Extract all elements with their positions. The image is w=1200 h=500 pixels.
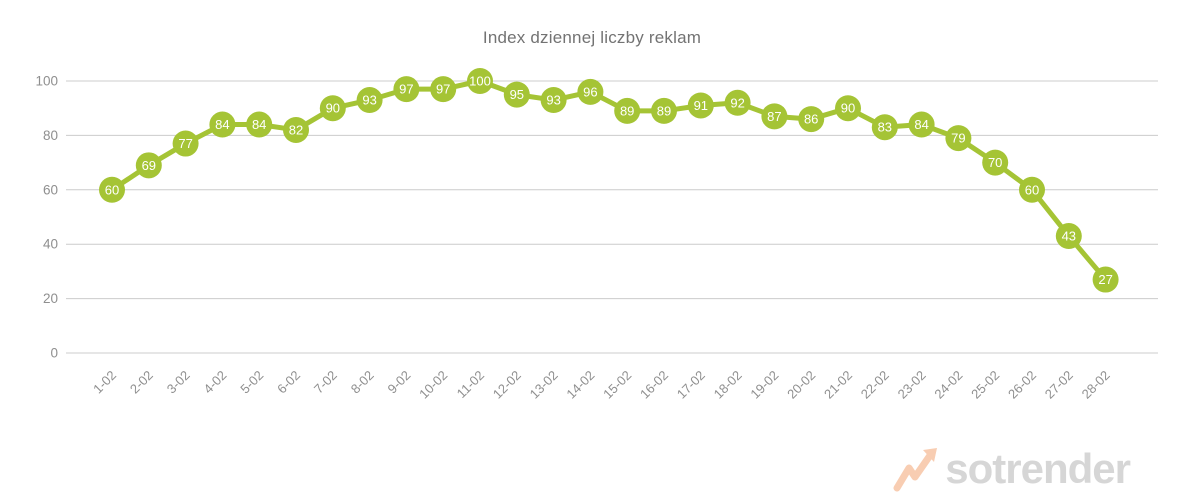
data-point-label: 89 <box>620 103 634 118</box>
data-point-label: 60 <box>105 182 119 197</box>
data-point[interactable] <box>99 176 125 203</box>
data-point-label: 84 <box>215 117 229 132</box>
data-point-label: 89 <box>657 103 671 118</box>
y-tick-label: 40 <box>43 237 58 252</box>
data-point-label: 77 <box>178 136 192 151</box>
x-tick-label: 8-02 <box>348 368 377 397</box>
data-point[interactable] <box>1019 176 1045 203</box>
chart-title: Index dziennej liczby reklam <box>482 28 702 47</box>
data-point-label: 93 <box>546 93 560 108</box>
data-point[interactable] <box>319 95 346 122</box>
data-point[interactable] <box>577 78 604 105</box>
x-tick-label: 4-02 <box>201 368 230 397</box>
data-point[interactable] <box>724 89 751 116</box>
x-tick-label: 7-02 <box>311 368 340 397</box>
data-point-label: 84 <box>914 117 928 132</box>
x-tick-label: 2-02 <box>127 368 156 397</box>
x-tick-label: 5-02 <box>237 368 266 397</box>
data-point[interactable] <box>614 97 641 124</box>
x-tick-label: 19-02 <box>747 368 781 402</box>
data-point[interactable] <box>1092 266 1119 293</box>
x-tick-label: 20-02 <box>784 368 818 402</box>
data-point-label: 91 <box>694 98 708 113</box>
data-point[interactable] <box>871 114 898 141</box>
data-point-label: 79 <box>951 131 965 146</box>
x-tick-label: 3-02 <box>164 368 193 397</box>
x-tick-label: 1-02 <box>90 368 119 397</box>
x-tick-label: 16-02 <box>637 368 671 402</box>
line-chart: 0 20 40 60 80 100 60 69 77 84 84 82 90 93 97 97 100 95 93 9… <box>35 68 1158 402</box>
series-line <box>109 78 1109 283</box>
data-point-label: 43 <box>1062 229 1076 244</box>
data-point[interactable] <box>908 111 935 138</box>
x-tick-label: 6-02 <box>274 368 303 397</box>
x-tick-label: 12-02 <box>490 368 524 402</box>
data-point-label: 90 <box>841 101 855 116</box>
data-point[interactable] <box>135 152 162 179</box>
data-point-label: 60 <box>1025 182 1039 197</box>
data-point-label: 90 <box>326 101 340 116</box>
watermark: sotrender <box>893 445 1131 492</box>
x-tick-label: 14-02 <box>563 368 597 402</box>
x-tick-label: 28-02 <box>1079 368 1113 402</box>
x-tick-label: 15-02 <box>600 368 634 402</box>
data-point[interactable] <box>503 81 530 108</box>
data-point[interactable] <box>430 76 457 103</box>
data-point-label: 86 <box>804 112 818 127</box>
x-tick-label: 13-02 <box>527 368 561 402</box>
data-point-label: 93 <box>362 93 376 108</box>
y-tick-label: 100 <box>35 74 58 89</box>
x-tick-label: 27-02 <box>1042 368 1076 402</box>
x-tick-label: 17-02 <box>674 368 708 402</box>
data-point[interactable] <box>283 116 309 143</box>
y-tick-label: 0 <box>50 346 58 361</box>
data-point[interactable] <box>467 68 493 94</box>
x-tick-label: 10-02 <box>416 368 450 402</box>
x-tick-label: 26-02 <box>1005 368 1039 402</box>
x-tick-label: 24-02 <box>931 368 965 402</box>
data-point[interactable] <box>393 76 420 103</box>
data-point-label: 87 <box>767 109 781 124</box>
y-tick-label: 80 <box>43 128 58 143</box>
data-point[interactable] <box>982 149 1009 176</box>
x-tick-label: 21-02 <box>821 368 855 402</box>
data-point[interactable] <box>356 87 383 114</box>
y-tick-label: 20 <box>43 291 58 306</box>
data-point-label: 70 <box>988 155 1002 170</box>
data-point-label: 82 <box>289 122 303 137</box>
data-point-label: 92 <box>730 95 744 110</box>
watermark-text: sotrender <box>945 445 1131 492</box>
x-tick-label: 9-02 <box>385 368 414 397</box>
data-point[interactable] <box>687 92 714 119</box>
data-point[interactable] <box>761 103 788 130</box>
x-tick-label: 22-02 <box>858 368 892 402</box>
zigzag-arrow-icon <box>893 448 938 492</box>
data-point[interactable] <box>798 106 825 133</box>
data-point-label: 69 <box>142 158 156 173</box>
data-point-label: 83 <box>878 120 892 135</box>
data-point-label: 27 <box>1098 272 1112 287</box>
data-point-label: 97 <box>399 82 413 97</box>
x-tick-label: 25-02 <box>968 368 1002 402</box>
y-tick-label: 60 <box>43 182 58 197</box>
data-point[interactable] <box>945 125 972 152</box>
data-point-label: 96 <box>583 84 597 99</box>
data-point[interactable] <box>1055 223 1082 250</box>
data-point-label: 100 <box>469 74 491 89</box>
data-point[interactable] <box>540 87 567 114</box>
data-point[interactable] <box>651 97 677 124</box>
data-point-label: 97 <box>436 82 450 97</box>
data-point[interactable] <box>835 95 861 122</box>
x-tick-label: 18-02 <box>711 368 745 402</box>
data-point-label: 95 <box>510 87 524 102</box>
x-tick-label: 11-02 <box>454 368 487 401</box>
data-point[interactable] <box>246 111 273 138</box>
data-point-label: 84 <box>252 117 266 132</box>
data-point[interactable] <box>172 130 199 157</box>
x-tick-label: 23-02 <box>895 368 929 402</box>
data-point[interactable] <box>209 111 236 138</box>
